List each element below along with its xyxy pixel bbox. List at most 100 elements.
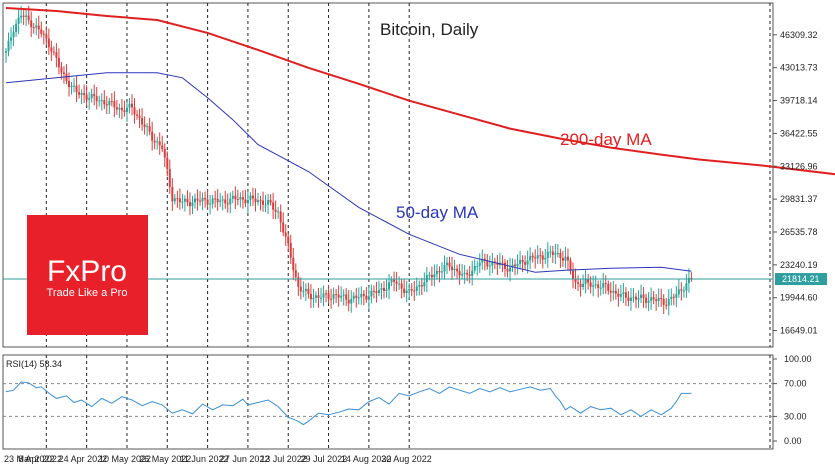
candle-body — [451, 266, 454, 271]
candle-body — [178, 198, 181, 203]
candle-body — [85, 95, 88, 100]
candle-body — [50, 47, 53, 52]
candle-body — [400, 283, 403, 289]
candle-body — [88, 98, 91, 100]
candle-body — [136, 114, 139, 116]
candle-body — [435, 271, 438, 275]
candle-body — [176, 198, 179, 200]
price-tick-label: 16649.01 — [780, 326, 818, 336]
candle-body — [458, 271, 461, 276]
candle-body — [398, 283, 401, 285]
candle-body — [57, 57, 60, 68]
price-tick-label: 19944.60 — [780, 293, 818, 303]
candle-body — [52, 51, 55, 53]
candle-body — [524, 262, 527, 265]
candle-body — [418, 285, 421, 287]
date-tick-label: 23 Mar 2022 — [4, 454, 55, 464]
candle-body — [509, 267, 511, 272]
candle-body — [375, 291, 378, 293]
candle-body — [332, 294, 335, 299]
candle-body — [536, 255, 539, 259]
candle-body — [589, 282, 592, 287]
candle-body — [55, 52, 58, 58]
candle-body — [196, 198, 199, 201]
candle-body — [105, 104, 108, 106]
candle-body — [239, 197, 242, 200]
candle-body — [345, 294, 348, 300]
candle-body — [544, 257, 547, 260]
candle-body — [352, 295, 355, 299]
candle-body — [655, 299, 658, 301]
candle-body — [287, 236, 290, 244]
candle-body — [246, 199, 249, 204]
rsi-tick-label: 0.00 — [784, 436, 802, 446]
candle-body — [211, 198, 214, 204]
candle-body — [657, 297, 660, 301]
candle-body — [566, 256, 569, 261]
candle-body — [597, 284, 600, 288]
candle-body — [108, 101, 111, 106]
rsi-tick-label: 100.00 — [784, 354, 812, 364]
price-tick-label: 29831.37 — [780, 194, 818, 204]
candle-body — [579, 283, 582, 287]
candle-body — [569, 260, 572, 271]
candle-body — [471, 270, 474, 276]
candle-body — [587, 279, 590, 283]
candle-body — [541, 255, 544, 260]
candle-body — [173, 198, 176, 202]
candle-body — [133, 107, 136, 115]
chart-title: Bitcoin, Daily — [380, 20, 479, 39]
candle-body — [5, 51, 7, 53]
candle-body — [438, 271, 441, 273]
candle-body — [549, 251, 552, 253]
candle-body — [423, 282, 426, 287]
candle-body — [110, 101, 113, 103]
rsi-tick-label: 70.00 — [784, 379, 807, 389]
date-tick-label: 8 Apr 2022 — [18, 454, 62, 464]
date-tick-label: 11 Jun 2022 — [180, 454, 229, 464]
candle-body — [78, 92, 81, 95]
main-plot-frame — [2, 2, 774, 348]
candle-body — [337, 294, 340, 298]
candle-body — [428, 274, 431, 276]
candle-body — [194, 198, 196, 203]
candle-body — [25, 15, 28, 17]
candle-body — [546, 251, 549, 258]
candle-body — [685, 283, 688, 291]
candle-body — [269, 199, 272, 203]
candle-body — [385, 289, 388, 291]
candle-body — [30, 20, 33, 28]
candle-body — [40, 29, 43, 34]
price-tick-label: 26535.78 — [780, 227, 818, 237]
date-tick-label: 27 Jun 2022 — [220, 454, 270, 464]
candle-body — [262, 200, 265, 205]
candle-body — [582, 283, 585, 287]
candle-body — [367, 296, 370, 300]
candle-body — [619, 294, 622, 297]
candle-body — [383, 288, 385, 291]
candle-body — [282, 222, 285, 233]
candle-body — [277, 211, 280, 213]
candle-body — [10, 37, 13, 41]
candle-body — [496, 262, 499, 266]
candle-body — [221, 199, 224, 201]
candle-body — [42, 33, 45, 35]
candle-body — [456, 268, 459, 272]
ma50-label: 50-day MA — [396, 203, 479, 222]
candle-body — [466, 272, 469, 275]
fxpro-logo: FxPro Trade Like a Pro — [27, 215, 148, 335]
candle-body — [181, 201, 184, 203]
candle-body — [665, 304, 668, 306]
price-tick-label: 43013.73 — [780, 63, 818, 73]
candle-body — [113, 101, 116, 108]
rsi-line — [5, 381, 692, 426]
candle-body — [322, 293, 325, 298]
candle-body — [415, 286, 418, 292]
candle-body — [166, 157, 169, 170]
candle-body — [362, 293, 365, 296]
candle-body — [680, 289, 683, 291]
candle-body — [168, 169, 171, 188]
candle-body — [35, 25, 38, 28]
candle-body — [209, 203, 212, 205]
